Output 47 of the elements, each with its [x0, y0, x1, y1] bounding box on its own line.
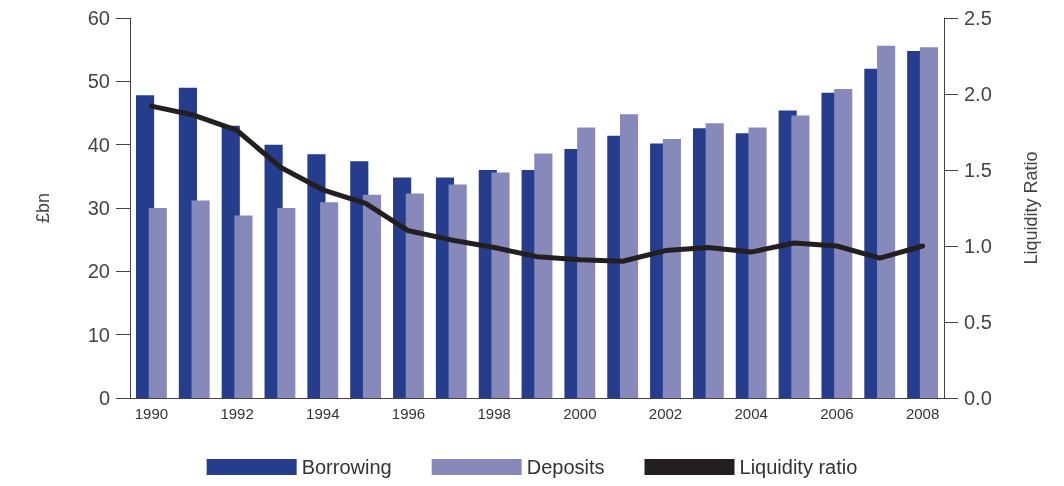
- bar: [405, 193, 424, 398]
- bar: [534, 153, 553, 398]
- x-tick-label: 1992: [220, 405, 254, 422]
- y-tick-label: 10: [87, 323, 110, 346]
- bar: [491, 172, 510, 398]
- y-tick-label: 30: [87, 197, 110, 219]
- y2-tick-label: 1.5: [964, 159, 992, 181]
- bar: [362, 194, 382, 398]
- bar: [234, 215, 253, 398]
- bar: [919, 47, 938, 398]
- legend-label: Borrowing: [301, 456, 392, 478]
- y2-tick-label: 1.0: [964, 235, 992, 257]
- y2-tick-label: 2.0: [964, 83, 992, 105]
- x-tick-label: 1996: [391, 405, 426, 422]
- bar: [619, 114, 639, 398]
- x-tick-label: 1994: [306, 405, 340, 422]
- bar: [791, 115, 810, 398]
- y2-tick-label: 2.5: [964, 7, 992, 29]
- legend-label: Deposits: [526, 456, 605, 478]
- y-axis-title: £bn: [33, 192, 53, 224]
- bar: [448, 184, 467, 398]
- bar: [877, 45, 896, 398]
- x-tick-label: 2002: [648, 405, 683, 422]
- y2-tick-label: 0.5: [964, 311, 992, 333]
- bar: [748, 127, 767, 398]
- x-tick-label: 1998: [477, 405, 511, 422]
- bar: [662, 138, 681, 398]
- y2-axis-title: Liquidity Ratio: [1021, 151, 1041, 265]
- bar: [277, 208, 296, 398]
- bar: [191, 200, 210, 398]
- x-tick-label: 2000: [563, 405, 597, 422]
- legend-label: Liquidity ratio: [739, 456, 858, 478]
- x-tick-label: 2004: [734, 405, 768, 422]
- x-tick-label: 2006: [820, 405, 854, 422]
- y-tick-label: 60: [87, 7, 110, 29]
- y-tick-label: 40: [87, 133, 110, 156]
- x-tick-label: 1990: [134, 405, 169, 422]
- y-tick-label: 50: [87, 70, 110, 93]
- bar: [577, 127, 596, 398]
- y2-tick-label: 0.0: [964, 387, 992, 409]
- bar: [320, 202, 339, 398]
- bar: [705, 123, 724, 398]
- y-tick-label: 0: [98, 387, 110, 409]
- y-tick-label: 20: [87, 260, 110, 283]
- bar: [148, 208, 167, 398]
- x-tick-label: 2008: [905, 405, 940, 422]
- bar: [834, 88, 853, 398]
